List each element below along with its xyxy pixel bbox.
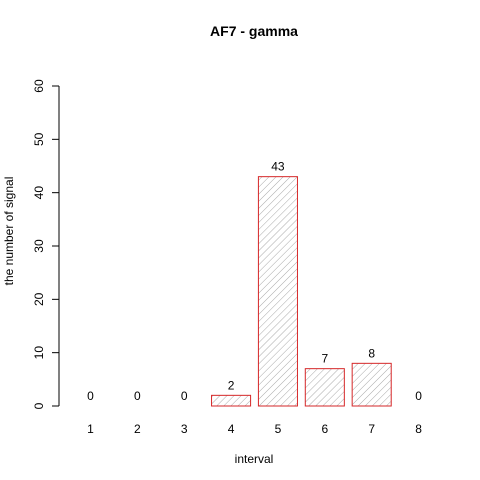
- x-tick-label: 6: [321, 422, 328, 436]
- y-tick-label: 10: [32, 346, 46, 360]
- bar-5: [257, 176, 298, 407]
- x-tick-label: 1: [87, 422, 94, 436]
- y-tick-label: 50: [32, 132, 46, 146]
- y-tick-label: 60: [32, 79, 46, 93]
- x-tick-label: 8: [415, 422, 422, 436]
- data-labels: 0 0 0 2 43 7 8 0: [87, 160, 422, 403]
- data-label: 7: [321, 352, 328, 366]
- data-label: 0: [87, 389, 94, 403]
- y-tick-label: 40: [32, 186, 46, 200]
- data-label: 0: [415, 389, 422, 403]
- y-axis: 0 10 20 30 40 50 60: [32, 79, 60, 409]
- bar-7: [351, 362, 392, 407]
- data-label: 43: [271, 160, 285, 174]
- y-tick-label: 0: [32, 402, 46, 409]
- y-tick-label: 20: [32, 292, 46, 306]
- data-label: 2: [228, 378, 235, 392]
- data-label: 0: [181, 389, 188, 403]
- x-tick-label: 2: [134, 422, 141, 436]
- y-axis-label: the number of signal: [2, 177, 16, 286]
- x-axis-label: interval: [235, 452, 274, 466]
- y-tick-label: 30: [32, 239, 46, 253]
- bar-4: [211, 394, 252, 407]
- x-tick-labels: 1 2 3 4 5 6 7 8: [87, 422, 422, 436]
- x-tick-label: 3: [181, 422, 188, 436]
- chart-title: AF7 - gamma: [210, 23, 298, 39]
- bar-6: [304, 368, 345, 407]
- data-label: 0: [134, 389, 141, 403]
- bars: [211, 176, 392, 407]
- x-tick-label: 5: [275, 422, 282, 436]
- x-tick-label: 4: [228, 422, 235, 436]
- x-tick-label: 7: [368, 422, 375, 436]
- data-label: 8: [368, 346, 375, 360]
